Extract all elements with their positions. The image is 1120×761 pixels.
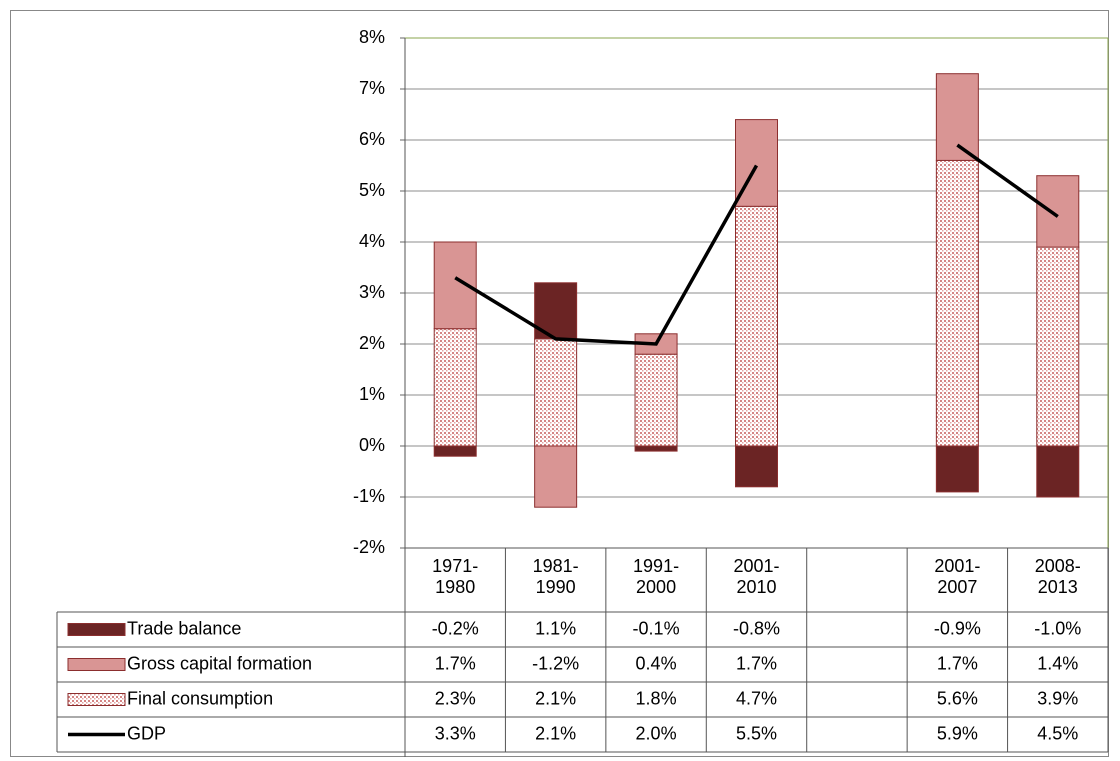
y-tick-label: -1% <box>353 486 385 506</box>
table-value: 1.7% <box>435 653 476 673</box>
x-tick-label: 1991-2000 <box>633 556 680 597</box>
x-tick-label: 2001-2010 <box>733 556 780 597</box>
bar <box>634 353 678 447</box>
bar <box>1036 445 1080 498</box>
table-value: -1.2% <box>532 653 579 673</box>
table-value: 1.1% <box>535 618 576 638</box>
bar <box>1036 246 1080 447</box>
bar <box>735 445 778 488</box>
table-value: 5.6% <box>937 688 978 708</box>
bar <box>534 445 578 508</box>
line <box>454 143 1059 346</box>
y-tick-label: 4% <box>359 231 385 251</box>
y-tick-label: 5% <box>359 180 385 200</box>
y-tick-label: 2% <box>359 333 385 353</box>
table-value: 3.3% <box>435 723 476 743</box>
table-value: -0.2% <box>432 618 479 638</box>
table-value: 3.9% <box>1037 688 1078 708</box>
table-value: 1.8% <box>636 688 677 708</box>
table-value: 0.4% <box>636 653 677 673</box>
table-value: 2.0% <box>636 723 677 743</box>
table-value: -0.1% <box>633 618 680 638</box>
table-value: -0.8% <box>733 618 780 638</box>
x-tick-label: 1971-1980 <box>432 556 479 597</box>
table-value: -0.9% <box>934 618 981 638</box>
bar <box>935 73 979 161</box>
bar <box>634 445 678 452</box>
y-tick-label: 8% <box>359 27 385 47</box>
y-tick-label: 6% <box>359 129 385 149</box>
table-value: 5.9% <box>937 723 978 743</box>
legend-key <box>67 658 126 671</box>
y-tick-label: 7% <box>359 78 385 98</box>
table-value: 1.7% <box>937 653 978 673</box>
bar <box>433 445 477 457</box>
legend-key <box>67 623 126 636</box>
table-value: -1.0% <box>1034 618 1081 638</box>
y-tick-label: 1% <box>359 384 385 404</box>
bar <box>735 205 778 447</box>
x-tick-label: 2001-2007 <box>934 556 981 597</box>
legend-label: Gross capital formation <box>127 653 312 673</box>
table-value: 1.4% <box>1037 653 1078 673</box>
bar <box>433 328 477 447</box>
legend-label: GDP <box>127 723 166 743</box>
legend-key <box>67 693 126 706</box>
bar <box>935 159 979 447</box>
table-value: 2.1% <box>535 723 576 743</box>
y-tick-label: 0% <box>359 435 385 455</box>
bar <box>534 338 578 447</box>
table-value: 2.1% <box>535 688 576 708</box>
table-value: 2.3% <box>435 688 476 708</box>
x-tick-label: 1981-1990 <box>532 556 579 597</box>
legend-label: Final consumption <box>127 688 273 708</box>
legend-label: Trade balance <box>127 618 241 638</box>
y-tick-label: 3% <box>359 282 385 302</box>
table-value: 1.7% <box>736 653 777 673</box>
table-value: 4.7% <box>736 688 777 708</box>
bar <box>1036 175 1080 248</box>
x-tick-label: 2008-2013 <box>1034 556 1081 597</box>
table-value: 4.5% <box>1037 723 1078 743</box>
bar <box>935 445 979 493</box>
y-tick-label: -2% <box>353 537 385 557</box>
table-value: 5.5% <box>736 723 777 743</box>
